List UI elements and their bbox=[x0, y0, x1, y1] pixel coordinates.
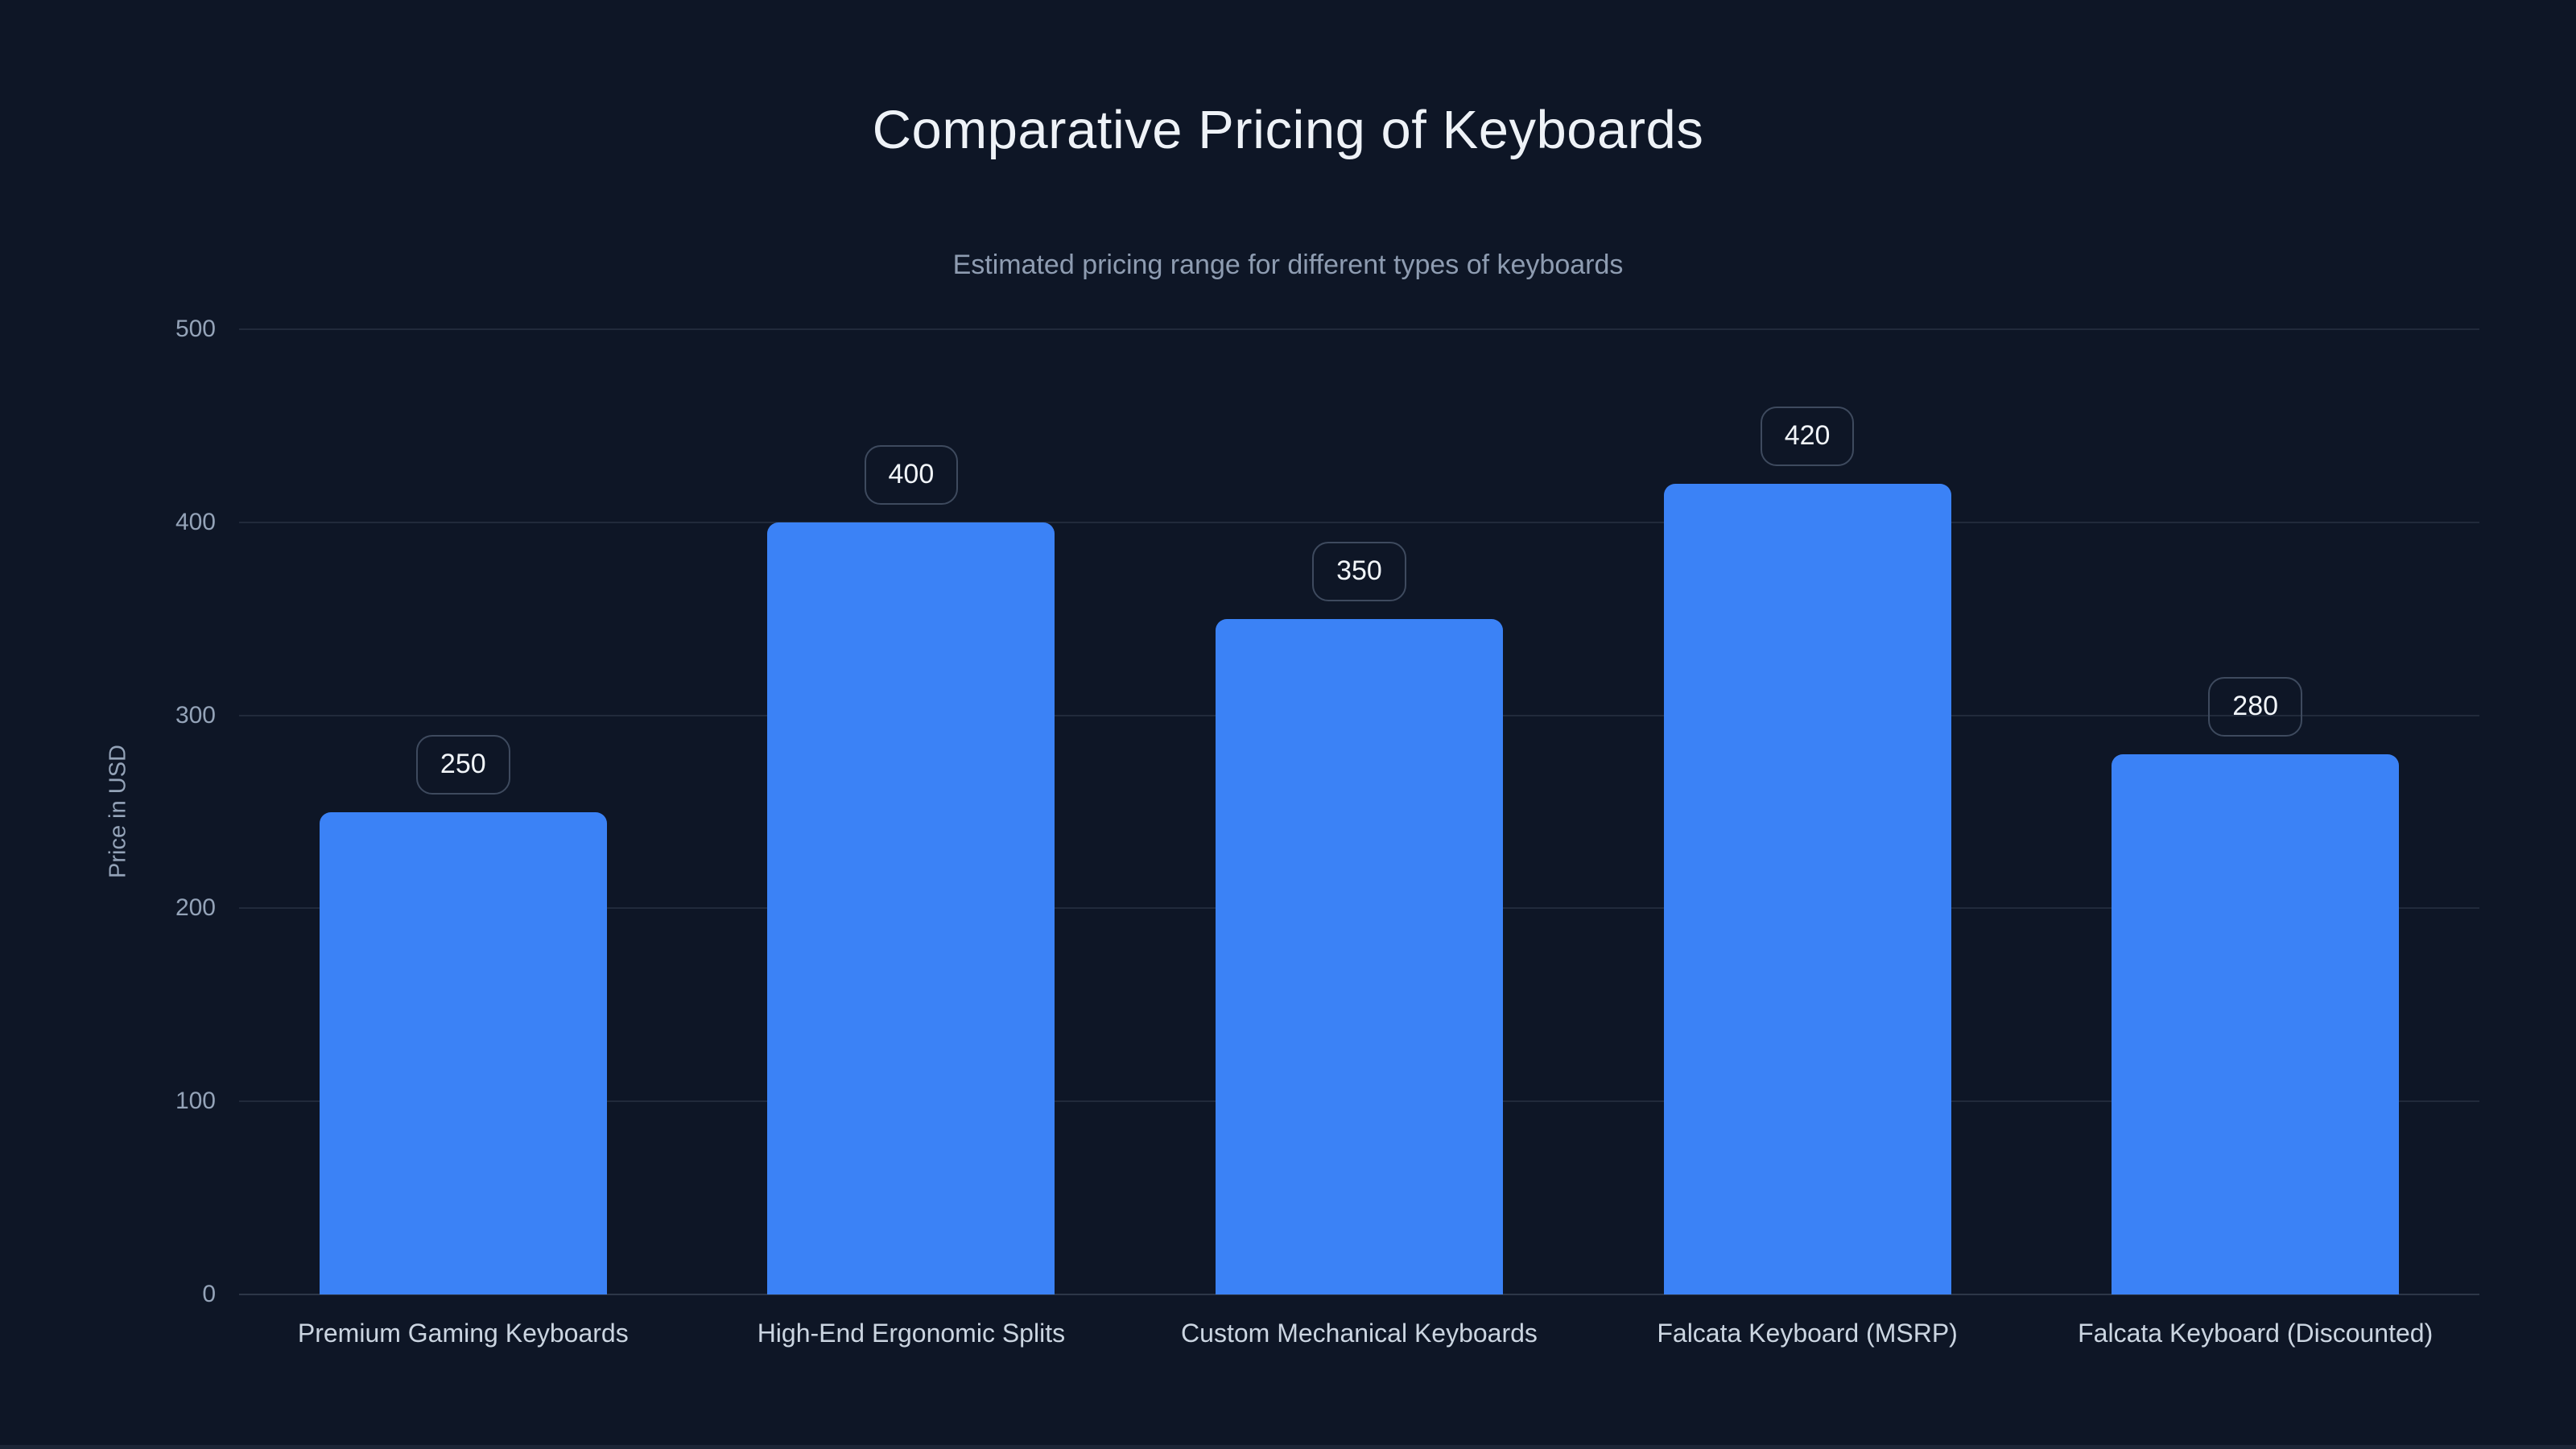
y-axis-tick-labels: 0 100 200 300 400 500 bbox=[0, 317, 216, 1307]
y-axis-tick-label: 300 bbox=[175, 701, 216, 729]
bar-group: 400 bbox=[687, 329, 1136, 1294]
chart-subtitle: Estimated pricing range for different ty… bbox=[952, 250, 1624, 280]
bar-group: 350 bbox=[1135, 329, 1583, 1294]
value-badge: 400 bbox=[864, 444, 959, 505]
bar bbox=[2112, 753, 2400, 1294]
y-axis-tick-label: 500 bbox=[175, 316, 216, 342]
bar bbox=[1663, 483, 1951, 1294]
y-axis-tick-label: 0 bbox=[202, 1281, 216, 1307]
bar-group: 420 bbox=[1583, 329, 2032, 1294]
value-badge: 350 bbox=[1312, 541, 1406, 601]
bar-group: 280 bbox=[2031, 329, 2479, 1294]
y-axis-tick-label: 100 bbox=[175, 1088, 216, 1115]
bar bbox=[767, 522, 1055, 1294]
screen-bottom-edge bbox=[0, 1445, 2576, 1449]
gridline bbox=[239, 328, 2479, 330]
x-axis-labels: Premium Gaming Keyboards High-End Ergonom… bbox=[239, 1319, 2479, 1348]
bars-layer: 250 400 350 420 280 bbox=[239, 329, 2479, 1294]
value-badge: 420 bbox=[1760, 406, 1855, 466]
bar-group: 250 bbox=[239, 329, 687, 1294]
chart-title: Comparative Pricing of Keyboards bbox=[872, 100, 1704, 160]
value-badge: 250 bbox=[415, 734, 510, 795]
gridline bbox=[239, 521, 2479, 523]
plot-area: 250 400 350 420 280 bbox=[239, 328, 2479, 1295]
x-axis-label: Custom Mechanical Keyboards bbox=[1181, 1319, 1538, 1348]
x-axis-label: Falcata Keyboard (MSRP) bbox=[1657, 1319, 1958, 1348]
y-axis-tick-label: 200 bbox=[175, 894, 216, 922]
bar bbox=[319, 811, 607, 1294]
value-badge: 280 bbox=[2208, 676, 2303, 737]
y-axis-tick-label: 400 bbox=[175, 508, 216, 535]
x-axis-label: High-End Ergonomic Splits bbox=[757, 1319, 1066, 1348]
x-axis-label: Falcata Keyboard (Discounted) bbox=[2078, 1319, 2434, 1348]
x-axis-label: Premium Gaming Keyboards bbox=[297, 1319, 629, 1348]
gridline bbox=[239, 1294, 2479, 1295]
bar bbox=[1215, 618, 1503, 1294]
